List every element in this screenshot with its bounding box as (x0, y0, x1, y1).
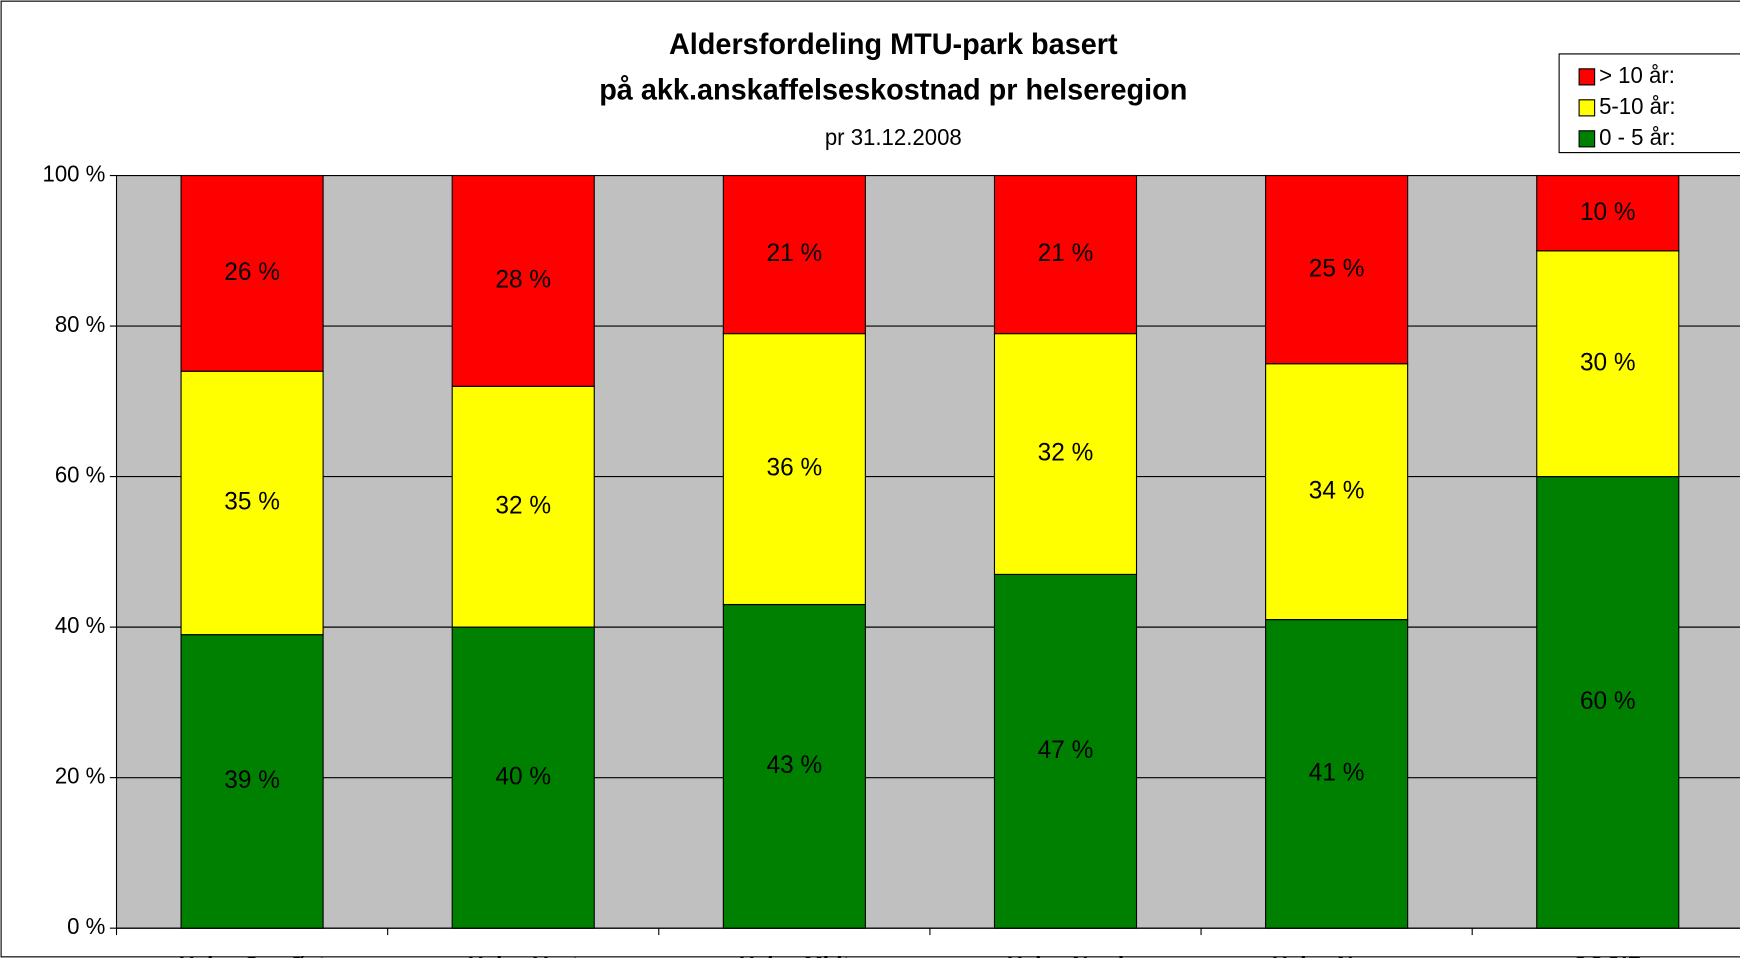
data-label: 30 % (1580, 349, 1636, 376)
x-tick-label: Helse Midt (739, 953, 850, 958)
bar-segment (180, 370, 324, 636)
bar-segment (451, 626, 595, 929)
plot-background (116, 175, 1740, 929)
bar-segment (722, 333, 866, 606)
legend-label: > 10 år: (1599, 63, 1675, 88)
bar-segment (1265, 619, 1409, 929)
x-tick-label: Helse Vest (468, 953, 579, 958)
y-tick-label: 100 % (43, 161, 106, 186)
bar-segment (722, 174, 866, 335)
chart-title: på akk.anskaffelseskostnad pr helseregio… (599, 73, 1187, 107)
data-label: 32 % (1038, 439, 1094, 466)
legend-label: 5-10 år: (1599, 94, 1675, 119)
data-label: 35 % (224, 488, 280, 515)
bar-segment (1536, 174, 1680, 252)
y-tick-label: 40 % (55, 613, 106, 638)
y-tick-label: 0 % (67, 914, 105, 939)
data-label: 39 % (224, 767, 280, 794)
data-label: 36 % (767, 454, 823, 481)
data-label: 21 % (1038, 240, 1094, 267)
data-label: 21 % (767, 240, 823, 267)
y-tick-label: 60 % (55, 462, 106, 487)
data-label: 47 % (1038, 737, 1094, 764)
legend-label: 0 - 5 år: (1599, 125, 1675, 150)
legend-swatch (1578, 99, 1596, 117)
data-label: 60 % (1580, 688, 1636, 715)
bar-segment (993, 333, 1138, 576)
legend-swatch (1578, 130, 1596, 148)
data-label: 10 % (1580, 198, 1636, 225)
x-tick-label: Helse Norge (1272, 953, 1401, 958)
bar-segment (993, 174, 1138, 335)
bar-segment (1265, 363, 1409, 621)
x-tick-label: Helse Nord (1007, 953, 1124, 958)
bar-segment (451, 174, 595, 387)
data-label: 25 % (1309, 255, 1365, 282)
bar-segment (1536, 476, 1680, 929)
data-label: 32 % (495, 492, 551, 519)
x-tick-label: COCIR (1572, 953, 1643, 958)
data-label: 40 % (495, 763, 551, 790)
y-tick-label: 80 % (55, 312, 106, 337)
data-label: 34 % (1309, 477, 1365, 504)
bar-segment (1536, 250, 1680, 478)
bar-segment (1265, 174, 1409, 365)
data-label: 26 % (224, 259, 280, 286)
data-label: 28 % (495, 266, 551, 293)
x-tick-label: Helse Sør-Øst (179, 953, 326, 958)
bar-segment (993, 573, 1138, 929)
bar-segment (180, 174, 324, 372)
data-label: 41 % (1309, 759, 1365, 786)
bar-segment (451, 385, 595, 628)
legend-swatch (1578, 68, 1596, 86)
y-tick-label: 20 % (55, 763, 106, 788)
bar-segment (722, 603, 866, 929)
data-label: 43 % (767, 752, 823, 779)
chart-subtitle: pr 31.12.2008 (825, 125, 962, 150)
chart-title: Aldersfordeling MTU-park basert (669, 27, 1118, 61)
